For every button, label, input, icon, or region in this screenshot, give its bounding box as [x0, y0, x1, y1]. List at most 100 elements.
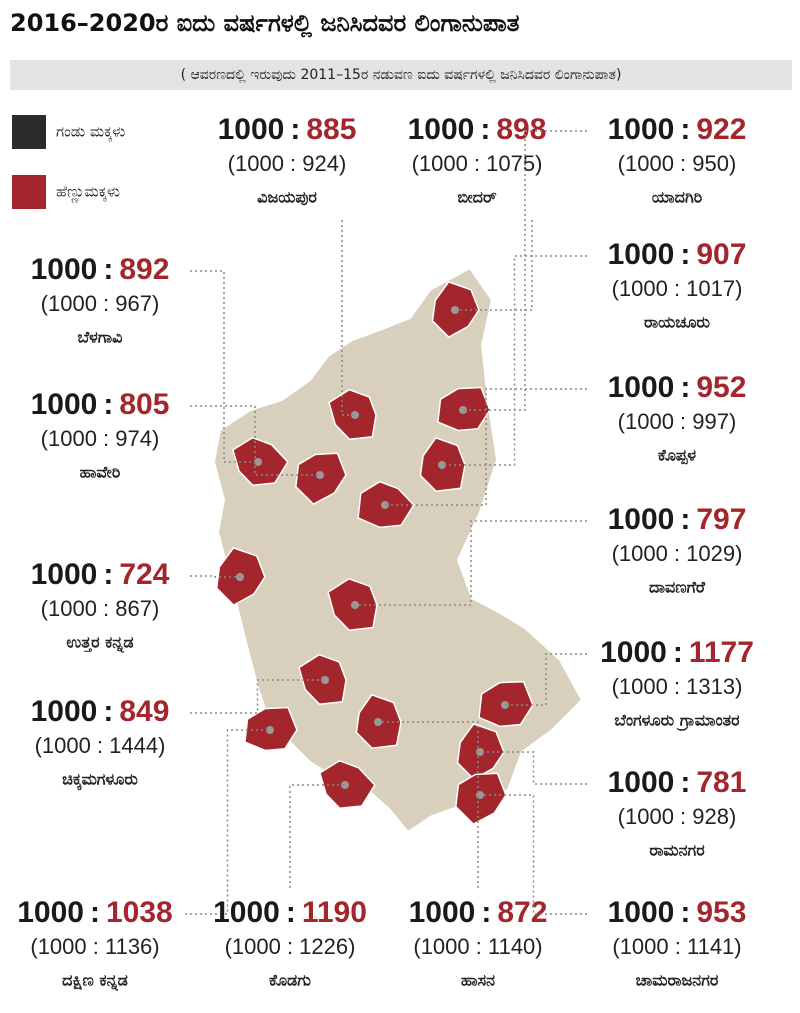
separator: :: [103, 695, 113, 728]
female-count: 892: [119, 253, 169, 286]
male-count: 1000: [608, 238, 675, 271]
male-count: 1000: [17, 896, 84, 929]
district-dot: [381, 501, 389, 509]
separator: :: [680, 113, 690, 146]
female-count: 898: [496, 113, 546, 146]
leader-line: [190, 575, 240, 578]
separator: :: [680, 238, 690, 271]
female-count: 1038: [106, 896, 173, 929]
district-name: ಚಾಮರಾಜನಗರ: [636, 971, 719, 990]
district-dot: [351, 411, 359, 419]
previous-ratio: (1000 : 1029): [612, 541, 743, 566]
male-count: 1000: [608, 371, 675, 404]
male-count: 1000: [31, 558, 98, 591]
ratio: 1000:953: [608, 896, 747, 929]
previous-ratio: (1000 : 928): [618, 804, 737, 829]
district-dot: [266, 726, 274, 734]
ratio: 1000:724: [31, 558, 170, 591]
district-name: ಉತ್ತರ ಕನ್ನಡ: [66, 633, 133, 654]
district-name: ವಿಜಯಪುರ: [257, 188, 317, 207]
previous-ratio: (1000 : 974): [41, 426, 160, 451]
separator: :: [680, 766, 690, 799]
ratio: 1000:805: [31, 388, 170, 421]
title: 2016–2020ರ ಐದು ವರ್ಷಗಳಲ್ಲಿ ಜನಿಸಿದವರ ಲಿಂಗಾ…: [10, 9, 520, 38]
female-count: 781: [696, 766, 746, 799]
previous-ratio: (1000 : 1226): [225, 934, 356, 959]
previous-ratio: (1000 : 1140): [413, 934, 542, 959]
ratio: 1000:1177: [600, 636, 754, 669]
previous-ratio: (1000 : 1444): [35, 733, 166, 758]
leader-line: [442, 255, 587, 466]
female-count: 922: [696, 113, 746, 146]
separator: :: [680, 503, 690, 536]
separator: :: [673, 636, 683, 669]
ratio: 1000:952: [608, 371, 747, 404]
male-count: 1000: [408, 113, 475, 146]
district-dot: [501, 701, 509, 709]
male-count: 1000: [600, 636, 667, 669]
district-dot: [316, 471, 324, 479]
district-name: ದಾವಣಗೆರೆ: [649, 578, 705, 597]
previous-ratio: (1000 : 1313): [612, 674, 743, 699]
legend-swatch: [12, 175, 46, 209]
district-dot: [341, 781, 349, 789]
legend-swatch: [12, 115, 46, 149]
district-name: ಬೀದರ್: [457, 188, 497, 207]
male-count: 1000: [31, 388, 98, 421]
district-labels: 1000:885(1000 : 924)ವಿಜಯಪುರ1000:898(1000…: [17, 113, 754, 992]
subtitle: ( ಆವರಣದಲ್ಲಿ ಇರುವುದು 2011–15ರ ನಡುವಣ ಐದು ವ…: [181, 67, 622, 83]
previous-ratio: (1000 : 1075): [412, 151, 543, 176]
district-dot: [459, 406, 467, 414]
leader-line: [378, 721, 479, 888]
separator: :: [680, 896, 690, 929]
district-dot: [438, 461, 446, 469]
district-name: ಚಿಕ್ಕಮಗಳೂರು: [62, 770, 138, 791]
ratio: 1000:1038: [17, 896, 173, 929]
leader-line: [480, 794, 587, 915]
previous-ratio: (1000 : 867): [41, 596, 160, 621]
district-dot: [254, 458, 262, 466]
female-count: 797: [696, 503, 746, 536]
legend-label: ಗಂಡು ಮಕ್ಕಳು: [56, 123, 125, 142]
separator: :: [286, 896, 296, 929]
female-count: 872: [497, 896, 547, 929]
district-name: ರಾಮನಗರ: [649, 841, 705, 860]
leader-line: [480, 751, 587, 785]
male-count: 1000: [31, 253, 98, 286]
district-name: ಕೊಡಗು: [269, 971, 311, 990]
ratio: 1000:898: [408, 113, 547, 146]
leader-line: [463, 130, 587, 411]
legend-label: ಹೆಣ್ಣುಮಕ್ಕಳು: [56, 183, 120, 203]
male-count: 1000: [608, 896, 675, 929]
female-count: 805: [119, 388, 169, 421]
ratio: 1000:892: [31, 253, 170, 286]
leader-line: [185, 729, 270, 915]
district-name: ಕೊಪ್ಪಳ: [658, 446, 697, 466]
ratio: 1000:872: [409, 896, 548, 929]
female-count: 724: [119, 558, 169, 591]
leader-line: [505, 653, 587, 706]
leader-line: [190, 405, 320, 476]
district-name: ಬೆಂಗಳೂರು ಗ್ರಾಮಾಂತರ: [614, 711, 740, 733]
separator: :: [103, 388, 113, 421]
previous-ratio: (1000 : 997): [618, 409, 737, 434]
previous-ratio: (1000 : 1017): [612, 276, 743, 301]
female-count: 1177: [689, 636, 754, 669]
separator: :: [103, 253, 113, 286]
ratio: 1000:1190: [213, 896, 367, 929]
female-count: 953: [696, 896, 746, 929]
ratio: 1000:849: [31, 695, 170, 728]
ratio: 1000:797: [608, 503, 747, 536]
subtitle-band: [10, 60, 792, 90]
previous-ratio: (1000 : 950): [618, 151, 737, 176]
district-dot: [476, 748, 484, 756]
male-count: 1000: [31, 695, 98, 728]
ratio: 1000:922: [608, 113, 747, 146]
district-name: ಬೆಳಗಾವಿ: [78, 328, 123, 347]
male-count: 1000: [608, 113, 675, 146]
district-name: ದಕ್ಷಿಣ ಕನ್ನಡ: [62, 971, 128, 992]
separator: :: [90, 896, 100, 929]
previous-ratio: (1000 : 1136): [30, 934, 159, 959]
female-count: 907: [696, 238, 746, 271]
